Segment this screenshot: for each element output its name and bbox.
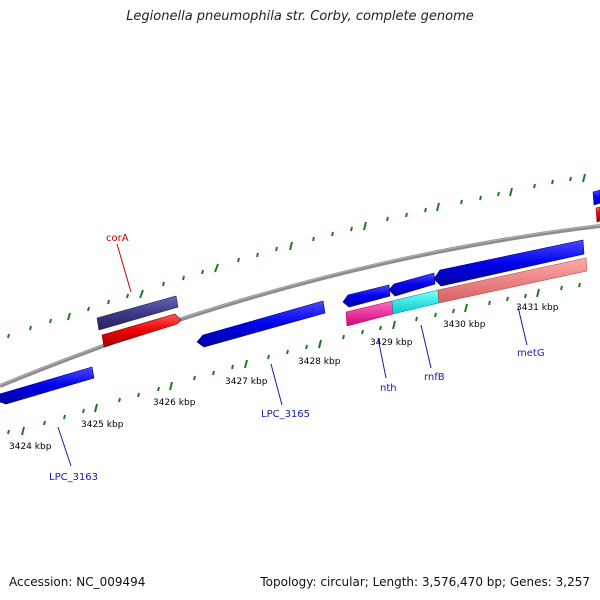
gene-arrow-lpc3165[interactable] bbox=[196, 300, 326, 348]
inner-tick-track bbox=[7, 282, 581, 436]
leader-cora bbox=[116, 243, 132, 293]
genome-backbone bbox=[0, 224, 600, 388]
feature-salmon-box[interactable] bbox=[437, 257, 588, 304]
gene-label-metg[interactable]: metG bbox=[517, 348, 545, 359]
feature-purple-box[interactable] bbox=[96, 295, 179, 331]
gene-arrow-edge-top[interactable] bbox=[592, 189, 600, 206]
gene-label-rnfb[interactable]: rnfB bbox=[424, 372, 445, 383]
tick-label-3428: 3428 kbp bbox=[298, 357, 341, 367]
gene-label-nth[interactable]: nth bbox=[380, 383, 397, 394]
tick-label-3425: 3425 kbp bbox=[81, 420, 124, 430]
tick-label-3427: 3427 kbp bbox=[225, 377, 268, 387]
map-title: Legionella pneumophila str. Corby, compl… bbox=[126, 9, 474, 24]
accession-text: Accession: NC_009494 bbox=[9, 575, 146, 589]
leader-rnfb bbox=[420, 324, 432, 369]
leader-lpc3165 bbox=[270, 363, 283, 406]
gene-label-cora[interactable]: corA bbox=[106, 233, 129, 244]
tick-label-3429: 3429 kbp bbox=[370, 338, 413, 348]
leader-nth bbox=[377, 337, 387, 379]
genome-summary-text: Topology: circular; Length: 3,576,470 bp… bbox=[260, 575, 590, 589]
gene-arrow-metg[interactable] bbox=[433, 239, 585, 287]
outer-tick-track bbox=[7, 173, 586, 339]
gene-arrow-rnfb[interactable] bbox=[388, 272, 436, 297]
tick-label-3424: 3424 kbp bbox=[9, 442, 52, 452]
tick-label-3430: 3430 kbp bbox=[443, 320, 486, 330]
tick-label-3431: 3431 kbp bbox=[516, 303, 559, 313]
gene-arrow-lpc3163[interactable] bbox=[0, 366, 95, 405]
genome-backbone-highlight bbox=[0, 224, 600, 386]
gene-arrow-nth[interactable] bbox=[342, 284, 391, 308]
gene-label-lpc3165[interactable]: LPC_3165 bbox=[261, 409, 310, 420]
leader-metg bbox=[517, 306, 528, 346]
tick-label-3426: 3426 kbp bbox=[153, 398, 196, 408]
gene-arrow-edge-red[interactable] bbox=[595, 206, 600, 223]
gene-arrow-red-cora[interactable] bbox=[101, 313, 182, 348]
gene-label-lpc3163[interactable]: LPC_3163 bbox=[49, 472, 98, 483]
leader-lpc3163 bbox=[57, 426, 72, 467]
